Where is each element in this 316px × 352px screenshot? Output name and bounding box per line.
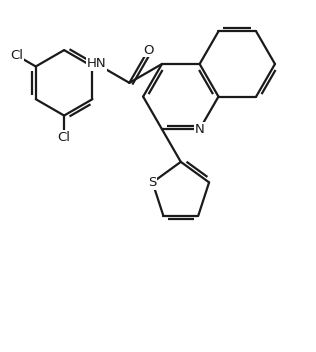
Text: Cl: Cl [10,49,23,62]
Text: HN: HN [87,57,106,70]
Text: Cl: Cl [58,131,70,144]
Text: N: N [195,123,204,136]
Text: S: S [148,176,157,189]
Text: O: O [143,44,154,57]
